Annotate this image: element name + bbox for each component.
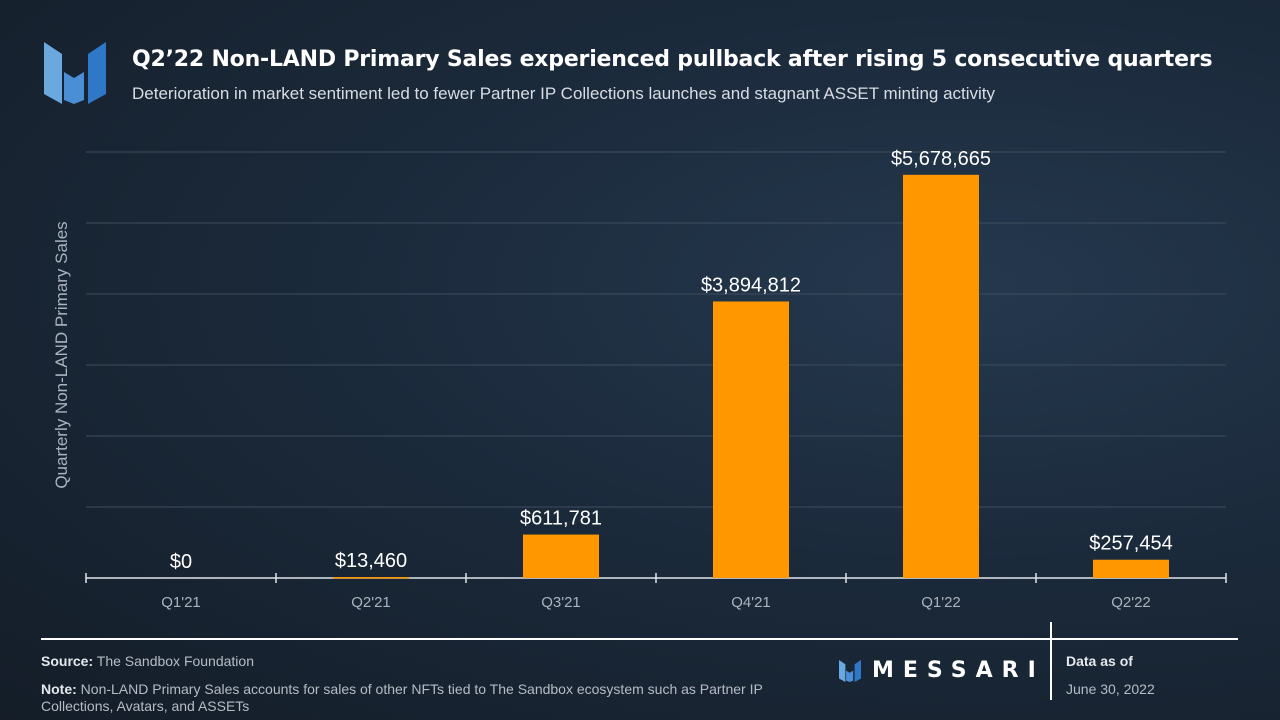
data-as-of-date: June 30, 2022 [1066,681,1155,697]
source-line: Source: The Sandbox Foundation [41,653,254,669]
x-tick-label: Q1'21 [161,594,201,611]
chart-subtitle: Deterioration in market sentiment led to… [132,84,996,103]
bar-chart: $0 Q1'21 $13,460 Q2'21 $611,781 Q3'21 $3,894,8… [85,148,1227,611]
bar [713,301,789,578]
chart-title: Q2’22 Non-LAND Primary Sales experienced… [132,47,1213,72]
note-text: Non-LAND Primary Sales accounts for sale… [41,681,763,714]
data-label: $3,894,812 [701,274,801,296]
bar [903,174,979,578]
footer-divider [41,638,1238,640]
x-tick-label: Q2'22 [1111,594,1151,611]
source-text: The Sandbox Foundation [96,653,254,669]
bar [333,577,409,579]
x-tick-label: Q2'21 [351,594,391,611]
data-label: $257,454 [1089,533,1172,555]
messari-mark-icon [839,659,861,682]
messari-brand: MESSARI [838,658,1045,683]
x-tick-label: Q3'21 [541,594,581,611]
data-label: $611,781 [520,508,602,530]
messari-logo-icon [44,42,106,104]
data-label: $0 [170,551,192,573]
x-tick-label: Q1'22 [921,594,961,611]
footer-vertical-divider [1050,622,1052,700]
data-as-of-label: Data as of [1066,653,1133,669]
bar [523,534,599,578]
bar [1093,559,1169,578]
data-label: $5,678,665 [891,148,991,170]
data-label: $13,460 [335,550,407,572]
x-tick-label: Q4'21 [731,594,771,611]
messari-wordmark: MESSARI [872,658,1045,683]
note-line: Note: Non-LAND Primary Sales accounts fo… [41,681,763,714]
